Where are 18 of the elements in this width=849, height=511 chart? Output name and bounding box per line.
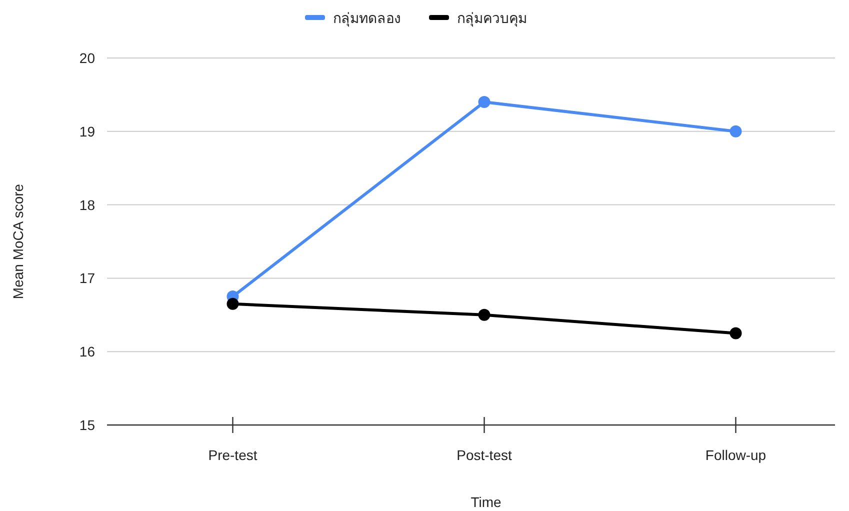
y-tick-label: 16 [79,344,96,360]
x-axis-title: Time [470,494,502,510]
y-axis-title: Mean MoCA score [10,184,26,300]
y-tick-label: 20 [79,50,96,66]
y-tick-label: 18 [79,196,96,213]
x-tick-label: Pre-test [208,447,258,463]
legend-label: กลุ่มทดลอง [333,10,401,27]
x-tick-label: Follow-up [705,447,766,463]
y-tick-label: 17 [79,270,96,286]
y-tick-label: 15 [79,417,96,433]
x-tick-label: Post-test [456,447,512,463]
point [730,327,742,340]
y-tick-label: 19 [79,123,96,140]
point [478,96,490,108]
legend-label: กลุ่มควบคุม [457,10,527,27]
point [478,308,490,321]
point [730,125,742,138]
point [226,298,239,310]
